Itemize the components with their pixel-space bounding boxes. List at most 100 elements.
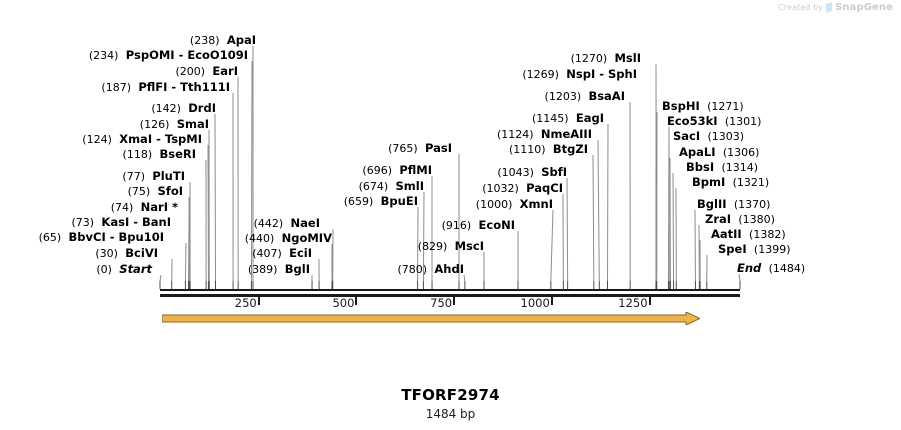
site-label-pasi[interactable]: (765) PasI <box>0 142 452 155</box>
site-label-bbvci[interactable]: (65) BbvCI - Bpu10I <box>0 231 164 244</box>
site-label-saci[interactable]: SacI (1303) <box>673 130 744 143</box>
site-label-bbsi[interactable]: BbsI (1314) <box>686 161 758 174</box>
site-position: (1380) <box>738 213 775 226</box>
leader-line-ahdi <box>463 274 466 282</box>
site-enzyme-name: End <box>737 261 762 275</box>
site-label-pflmi[interactable]: (696) PflMI <box>0 164 432 177</box>
site-label-bsaai[interactable]: (1203) BsaAI <box>0 90 625 103</box>
site-label-eco53ki[interactable]: Eco53kI (1301) <box>667 115 761 128</box>
site-label-eari[interactable]: (200) EarI <box>0 65 238 78</box>
site-enzyme-name: AatII <box>711 227 742 241</box>
site-label-pspomi[interactable]: (234) PspOMI - EcoO109I <box>0 49 248 62</box>
title-block: TFORF2974 1484 bp <box>0 386 901 421</box>
backbone-top-strand <box>160 289 740 291</box>
site-position: (1370) <box>733 198 771 211</box>
site-label-drdi[interactable]: (142) DrdI <box>0 102 216 115</box>
site-position: (696) <box>362 164 392 177</box>
ruler-tick-label: 1000 <box>520 296 550 310</box>
snapgene-logo-icon <box>826 2 833 13</box>
feature-arrow-orf[interactable] <box>162 312 700 325</box>
site-enzyme-name: SmaI <box>176 117 209 131</box>
site-enzyme-name: ApaI <box>226 33 256 47</box>
plasmid-length: 1484 bp <box>425 407 476 421</box>
site-position: (659) <box>343 195 374 208</box>
leader-line-end <box>738 273 741 282</box>
site-label-nspi[interactable]: (1269) NspI - SphI <box>0 68 637 81</box>
site-position: (0) <box>96 263 112 276</box>
site-label-msci[interactable]: (829) MscI <box>0 240 484 253</box>
site-position: (65) <box>38 231 62 244</box>
site-enzyme-name: SmlI <box>395 179 425 193</box>
site-label-btgzi[interactable]: (1110) BtgZI <box>0 143 588 156</box>
site-label-msli[interactable]: (1270) MslI <box>0 52 641 65</box>
leader-line-smli <box>422 191 425 282</box>
site-label-start[interactable]: (0) Start <box>0 263 152 276</box>
site-label-ecii[interactable]: (407) EciI <box>0 247 312 260</box>
site-position: (1303) <box>707 130 745 143</box>
site-enzyme-name: BbvCI - Bpu10I <box>68 230 164 244</box>
site-enzyme-name: BseRI <box>159 147 196 161</box>
site-position: (440) <box>244 232 275 245</box>
site-label-pflfi[interactable]: (187) PflFI - Tth111I <box>0 81 230 94</box>
site-position: (1124) <box>496 128 534 141</box>
site-label-smli[interactable]: (674) SmlI <box>0 180 424 193</box>
snapgene-watermark: Created by SnapGene <box>778 2 893 13</box>
site-label-kasi[interactable]: (73) KasI - BanI <box>0 216 171 229</box>
site-label-apai[interactable]: (238) ApaI <box>0 34 256 47</box>
site-enzyme-name: BpuEI <box>380 194 418 208</box>
site-position: (1399) <box>753 243 791 256</box>
site-position: (1306) <box>722 146 760 159</box>
site-enzyme-name: BciVI <box>125 246 158 260</box>
site-label-smai[interactable]: (126) SmaI <box>0 118 209 131</box>
site-label-xmni[interactable]: (1000) XmnI <box>0 198 553 211</box>
site-enzyme-name: EarI <box>212 64 238 78</box>
site-position: (1145) <box>531 112 569 125</box>
site-label-aatii[interactable]: AatII (1382) <box>711 228 786 241</box>
site-enzyme-name: Eco53kI <box>667 114 718 128</box>
site-position: (829) <box>417 240 448 253</box>
site-label-econi[interactable]: (916) EcoNI <box>0 219 515 232</box>
site-label-bpmi[interactable]: BpmI (1321) <box>692 176 769 189</box>
site-label-ahdi[interactable]: (780) AhdI <box>0 263 464 276</box>
site-position: (442) <box>253 217 284 230</box>
site-label-sbfi[interactable]: (1043) SbfI <box>0 166 567 179</box>
site-label-naei[interactable]: (442) NaeI <box>0 217 320 230</box>
site-position: (74) <box>110 201 134 214</box>
site-label-zrai[interactable]: ZraI (1380) <box>705 213 775 226</box>
leader-line-bbvci <box>184 242 187 282</box>
site-label-bseri[interactable]: (118) BseRI <box>0 148 196 161</box>
site-enzyme-name: PasI <box>424 141 452 155</box>
site-position: (765) <box>388 142 418 155</box>
site-enzyme-name: MslI <box>614 51 641 65</box>
site-label-eagi[interactable]: (1145) EagI <box>0 112 604 125</box>
site-position: (1032) <box>482 182 519 195</box>
sequence-ruler: 250 500 750 1000 1250 <box>160 296 740 313</box>
site-label-bsphi[interactable]: BspHI (1271) <box>662 100 744 113</box>
site-label-bcivi[interactable]: (30) BciVI <box>0 247 158 260</box>
site-enzyme-name: PaqCI <box>526 181 563 195</box>
site-label-nari[interactable]: (74) NarI * <box>0 201 178 214</box>
site-position: (200) <box>175 65 206 78</box>
site-label-bglii[interactable]: BglII (1370) <box>697 198 770 211</box>
site-label-ngomiv[interactable]: (440) NgoMIV <box>0 232 332 245</box>
site-label-apali[interactable]: ApaLI (1306) <box>679 146 759 159</box>
site-label-nmeaiii[interactable]: (1124) NmeAIII <box>0 128 592 141</box>
site-label-end[interactable]: End (1484) <box>737 262 805 275</box>
site-position: (75) <box>127 185 151 198</box>
site-label-sfoi[interactable]: (75) SfoI <box>0 185 183 198</box>
site-enzyme-name: BpmI <box>692 175 726 189</box>
leader-line-btgzi <box>592 154 595 282</box>
site-enzyme-name: KasI - BanI <box>101 215 171 229</box>
site-label-paqci[interactable]: (1032) PaqCI <box>0 182 563 195</box>
site-label-bpuei[interactable]: (659) BpuEI <box>0 195 418 208</box>
ruler-tick <box>453 297 456 305</box>
site-label-spei[interactable]: SpeI (1399) <box>718 243 790 256</box>
site-enzyme-name: DrdI <box>188 101 216 115</box>
site-label-xmai[interactable]: (124) XmaI - TspMI <box>0 133 202 146</box>
site-label-pluti[interactable]: (77) PluTI <box>0 170 185 183</box>
site-enzyme-name: EcoNI <box>478 218 515 232</box>
site-label-bgli[interactable]: (389) BglI <box>0 263 310 276</box>
site-enzyme-name: EagI <box>575 111 604 125</box>
site-position: (1110) <box>508 143 546 156</box>
